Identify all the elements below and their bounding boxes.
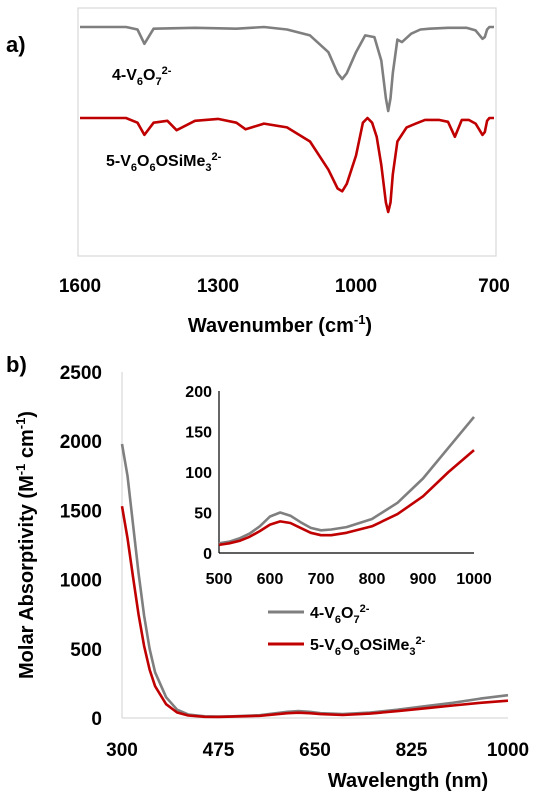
panel-a-x-tick-label: 700 bbox=[478, 276, 510, 297]
inset-x-tick-label: 800 bbox=[359, 571, 386, 588]
inset-x-ticks: 500 600 700 800 900 1000 bbox=[206, 571, 492, 588]
inset-y-tick-label: 150 bbox=[185, 425, 212, 442]
panel-a-frame bbox=[77, 7, 497, 257]
inset-y-tick-label: 100 bbox=[185, 465, 212, 482]
legend-label-red: 5-V6O6OSiMe32- bbox=[310, 635, 426, 658]
panel-a-x-axis-title: Wavenumber (cm-1) bbox=[188, 312, 372, 337]
legend-label-gray: 4-V6O72- bbox=[310, 603, 370, 626]
inset-series-2-line bbox=[218, 449, 475, 547]
panel-b-y-tick-label: 0 bbox=[91, 709, 102, 730]
panel-a-x-tick-label: 1600 bbox=[59, 276, 101, 297]
panel-b-x-tick-label: 300 bbox=[106, 740, 138, 761]
panel-a-x-tick-label: 1300 bbox=[197, 276, 239, 297]
panel-b-y-axis-title: Molar Absorptivity (M-1 cm-1) bbox=[13, 411, 38, 679]
inset-x-tick-label: 900 bbox=[410, 571, 437, 588]
inset-y-tick-label: 0 bbox=[203, 546, 212, 563]
panel-b-y-tick-label: 1500 bbox=[60, 501, 102, 522]
panel-b-axes bbox=[121, 372, 508, 719]
panel-a-series-label-gray: 4-V6O72- bbox=[112, 65, 172, 88]
panel-b-y-tick-label: 2000 bbox=[60, 432, 102, 453]
inset-axes bbox=[218, 391, 474, 554]
panel-b-y-tick-label: 500 bbox=[70, 640, 102, 661]
panel-a-series-label-red: 5-V6O6OSiMe32- bbox=[106, 151, 222, 174]
inset-x-tick-label: 1000 bbox=[456, 571, 492, 588]
panel-b-y-tick-label: 1000 bbox=[60, 571, 102, 592]
panel-a-series-2-line bbox=[80, 116, 494, 214]
panel-b-x-tick-label: 475 bbox=[203, 740, 235, 761]
panel-a-label: a) bbox=[6, 32, 26, 57]
panel-a-series-1-line bbox=[80, 25, 494, 113]
panel-b-x-tick-label: 1000 bbox=[487, 740, 529, 761]
panel-b-x-axis-title: Wavelength (nm) bbox=[328, 770, 488, 792]
inset-y-tick-label: 50 bbox=[194, 506, 212, 523]
inset-x-tick-label: 600 bbox=[257, 571, 284, 588]
panel-b-x-ticks: 300 475 650 825 1000 bbox=[106, 740, 529, 761]
panel-a-x-ticks: 1600 1300 1000 700 bbox=[59, 276, 510, 297]
panel-a-x-tick-label: 1000 bbox=[335, 276, 377, 297]
panel-a-plot-area bbox=[80, 25, 494, 214]
panel-b-x-tick-label: 650 bbox=[299, 740, 331, 761]
inset-y-ticks: 0 50 100 150 200 bbox=[185, 384, 212, 563]
panel-b-y-tick-label: 2500 bbox=[60, 363, 102, 384]
panel-b-y-ticks: 0 500 1000 1500 2000 2500 bbox=[60, 363, 102, 730]
inset-series-1-line bbox=[218, 416, 476, 545]
panel-b-label: b) bbox=[6, 352, 27, 377]
panel-b-x-tick-label: 825 bbox=[396, 740, 428, 761]
panel-b-legend: 4-V6O72- 5-V6O6OSiMe32- bbox=[268, 603, 426, 658]
panel-b-series-2-line bbox=[120, 505, 509, 719]
inset-x-tick-label: 700 bbox=[308, 571, 335, 588]
panel-b-plot-area bbox=[120, 443, 509, 719]
inset-plot-area bbox=[218, 416, 476, 547]
inset-x-tick-label: 500 bbox=[206, 571, 233, 588]
inset-y-tick-label: 200 bbox=[185, 384, 212, 401]
